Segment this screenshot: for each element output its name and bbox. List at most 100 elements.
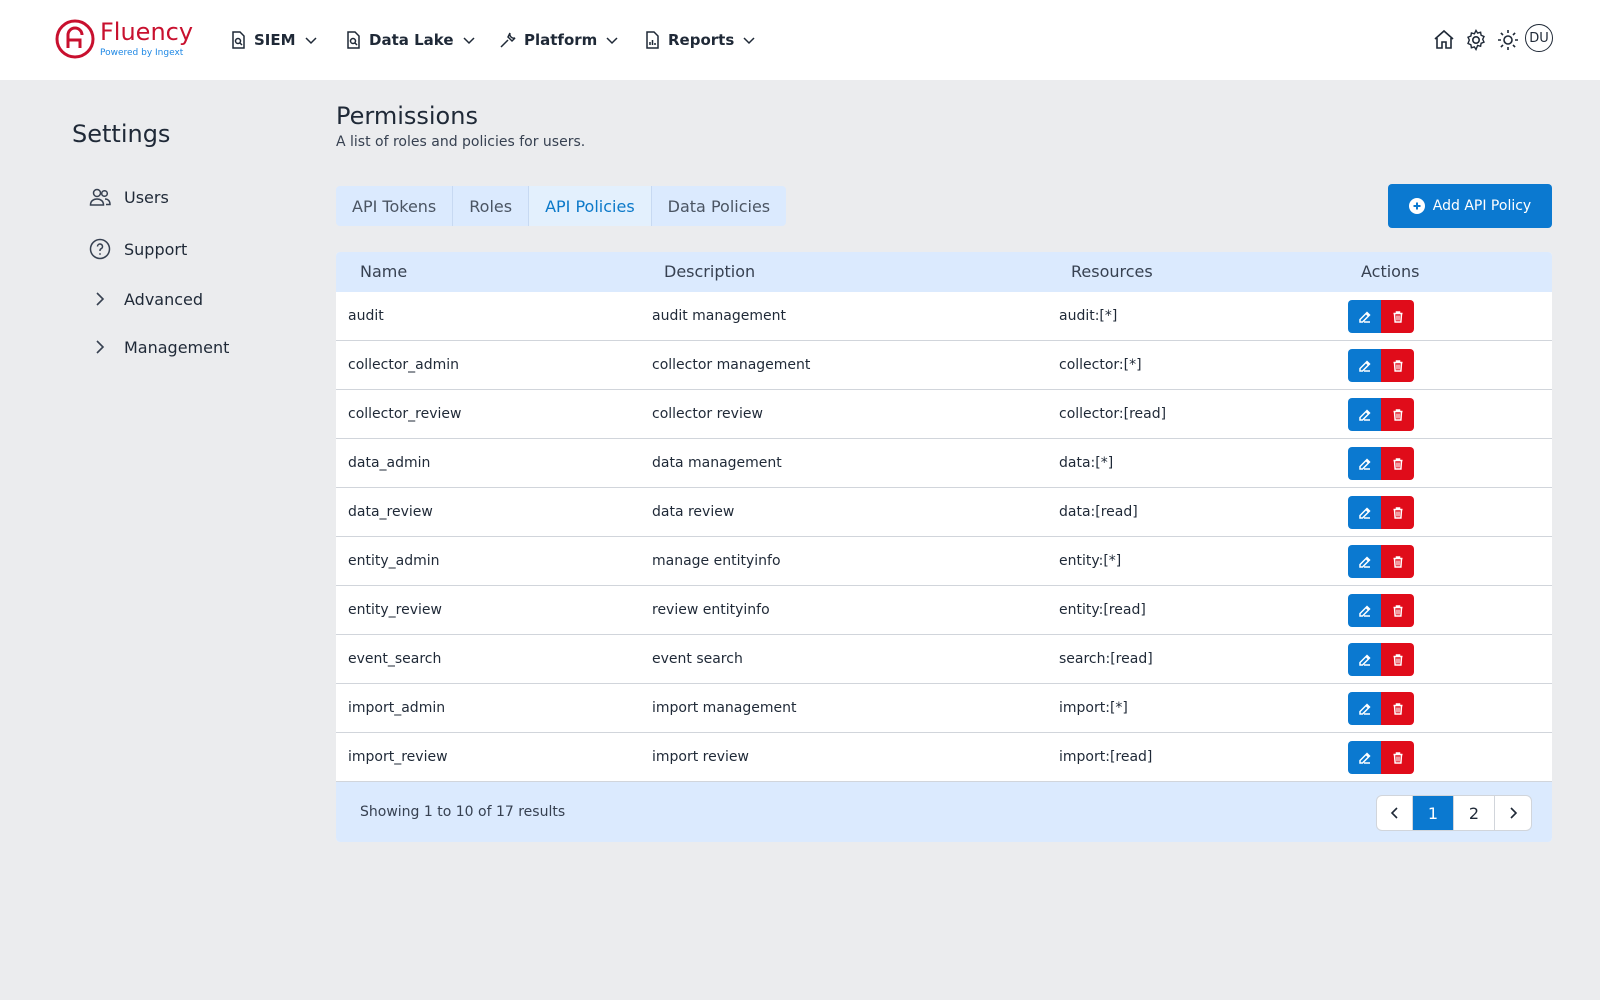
document-search-icon: [232, 31, 245, 49]
policy-resources: import:[*]: [1059, 700, 1128, 716]
page-button-1[interactable]: 1: [1413, 796, 1454, 830]
policy-name: collector_admin: [348, 357, 460, 373]
tab-api-policies[interactable]: API Policies: [529, 186, 652, 226]
edit-button[interactable]: [1348, 643, 1381, 676]
delete-button[interactable]: [1381, 496, 1414, 529]
chevron-down-icon: [743, 37, 755, 45]
fluency-logo-icon: [55, 19, 95, 59]
sidebar-item-management[interactable]: Management: [88, 331, 229, 363]
policy-name: import_admin: [348, 700, 446, 716]
edit-button[interactable]: [1348, 741, 1381, 774]
edit-button[interactable]: [1348, 300, 1381, 333]
user-avatar[interactable]: DU: [1525, 24, 1553, 52]
policy-resources: entity:[read]: [1059, 602, 1146, 618]
page-subtitle: A list of roles and policies for users.: [336, 134, 586, 150]
policy-resources: entity:[*]: [1059, 553, 1122, 569]
sun-icon[interactable]: [1496, 28, 1520, 52]
table-footer: Showing 1 to 10 of 17 results 1 2: [336, 782, 1552, 842]
delete-button[interactable]: [1381, 349, 1414, 382]
chevron-right-icon: [1510, 807, 1518, 819]
row-actions: [1348, 300, 1414, 333]
nav-siem[interactable]: SIEM: [228, 26, 318, 54]
column-header-description[interactable]: Description: [664, 262, 756, 281]
policy-resources: data:[read]: [1059, 504, 1138, 520]
sidebar-item-support[interactable]: Support: [88, 233, 187, 265]
trash-icon: [1393, 457, 1402, 470]
delete-button[interactable]: [1381, 643, 1414, 676]
policy-resources: import:[read]: [1059, 749, 1153, 765]
gear-icon[interactable]: [1464, 28, 1488, 52]
column-header-name[interactable]: Name: [360, 262, 408, 281]
edit-button[interactable]: [1348, 349, 1381, 382]
policy-name: data_review: [348, 504, 433, 520]
row-actions: [1348, 692, 1414, 725]
table-row: entity_admin manage entityinfo entity:[*]: [336, 537, 1552, 586]
row-actions: [1348, 398, 1414, 431]
document-search-icon: [347, 31, 360, 49]
delete-button[interactable]: [1381, 447, 1414, 480]
nav-reports[interactable]: Reports: [642, 26, 756, 54]
delete-button[interactable]: [1381, 300, 1414, 333]
nav-siem-label: SIEM: [254, 31, 296, 49]
trash-icon: [1393, 555, 1402, 568]
logo-subtitle: Powered by Ingext: [100, 48, 184, 58]
row-actions: [1348, 496, 1414, 529]
policy-resources: collector:[read]: [1059, 406, 1167, 422]
policy-description: collector review: [652, 406, 763, 422]
page-title: Permissions: [336, 102, 478, 130]
chevron-left-icon: [1390, 807, 1398, 819]
add-api-policy-button[interactable]: Add API Policy: [1388, 184, 1552, 228]
delete-button[interactable]: [1381, 398, 1414, 431]
delete-button[interactable]: [1381, 741, 1414, 774]
sidebar-item-advanced[interactable]: Advanced: [88, 283, 203, 315]
policy-description: collector management: [652, 357, 811, 373]
policy-name: entity_admin: [348, 553, 440, 569]
nav-platform-label: Platform: [524, 31, 598, 49]
home-icon[interactable]: [1432, 28, 1456, 52]
prev-page-button[interactable]: [1377, 796, 1413, 830]
delete-button[interactable]: [1381, 545, 1414, 578]
logo-text: Fluency: [100, 18, 194, 46]
policy-description: data management: [652, 455, 782, 471]
policy-description: audit management: [652, 308, 786, 324]
edit-button[interactable]: [1348, 594, 1381, 627]
fluency-logo[interactable]: Fluency Powered by Ingext: [54, 18, 204, 62]
trash-icon: [1393, 408, 1402, 421]
permission-tabs: API Tokens Roles API Policies Data Polic…: [336, 186, 787, 226]
nav-data-lake[interactable]: Data Lake: [343, 26, 476, 54]
table-row: collector_review collector review collecto…: [336, 390, 1552, 439]
next-page-button[interactable]: [1495, 796, 1531, 830]
edit-button[interactable]: [1348, 692, 1381, 725]
top-navbar: Fluency Powered by Ingext SIEM Data Lake…: [0, 0, 1600, 80]
tab-api-tokens[interactable]: API Tokens: [336, 186, 454, 226]
sidebar-item-label: Advanced: [124, 289, 204, 309]
policy-description: event search: [652, 651, 743, 667]
policy-resources: audit:[*]: [1059, 308, 1118, 324]
chevron-down-icon: [606, 37, 618, 45]
trash-icon: [1393, 653, 1402, 666]
trash-icon: [1393, 506, 1402, 519]
row-actions: [1348, 349, 1414, 382]
edit-button[interactable]: [1348, 545, 1381, 578]
add-api-policy-label: Add API Policy: [1432, 198, 1532, 214]
tab-roles[interactable]: Roles: [453, 186, 530, 226]
trash-icon: [1393, 359, 1402, 372]
nav-platform[interactable]: Platform: [498, 26, 619, 54]
edit-button[interactable]: [1348, 398, 1381, 431]
page-button-2[interactable]: 2: [1454, 796, 1495, 830]
tab-data-policies[interactable]: Data Policies: [667, 196, 771, 216]
sidebar-item-users[interactable]: Users: [88, 181, 169, 213]
table-row: collector_admin collector management colle…: [336, 341, 1552, 390]
edit-icon: [1358, 457, 1371, 470]
row-actions: [1348, 545, 1414, 578]
delete-button[interactable]: [1381, 594, 1414, 627]
sidebar-title: Settings: [72, 120, 171, 148]
trash-icon: [1393, 702, 1402, 715]
policy-description: import review: [652, 749, 749, 765]
edit-button[interactable]: [1348, 447, 1381, 480]
column-header-resources[interactable]: Resources: [1071, 262, 1153, 281]
delete-button[interactable]: [1381, 692, 1414, 725]
table-row: data_review data review data:[read]: [336, 488, 1552, 537]
policy-resources: search:[read]: [1059, 651, 1153, 667]
edit-button[interactable]: [1348, 496, 1381, 529]
